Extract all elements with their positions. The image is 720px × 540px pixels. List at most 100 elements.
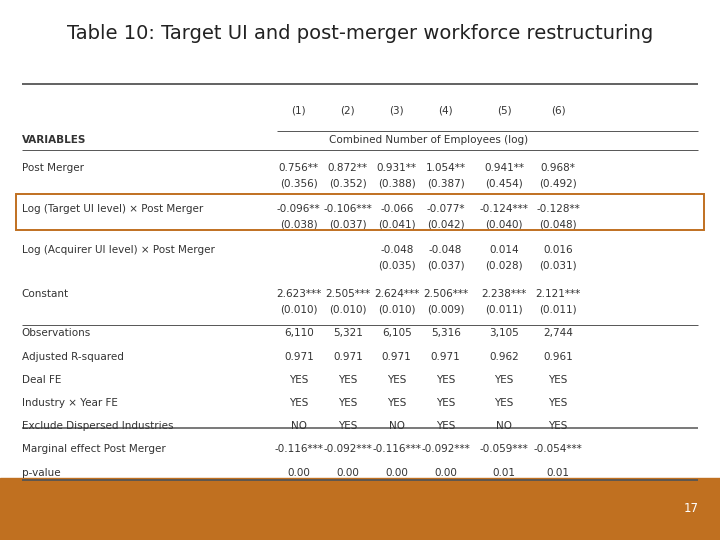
Text: YES: YES — [387, 398, 406, 408]
Text: (0.387): (0.387) — [427, 178, 464, 188]
Text: YES: YES — [495, 398, 513, 408]
Text: (0.010): (0.010) — [280, 305, 318, 315]
Text: YES: YES — [436, 421, 455, 431]
Text: -0.128**: -0.128** — [536, 204, 580, 214]
Text: (2): (2) — [341, 105, 355, 116]
Text: YES: YES — [495, 375, 513, 385]
Text: (5): (5) — [497, 105, 511, 116]
Text: -0.077*: -0.077* — [426, 204, 465, 214]
Text: 0.971: 0.971 — [431, 352, 461, 362]
Text: (0.040): (0.040) — [485, 219, 523, 230]
Text: VARIABLES: VARIABLES — [22, 135, 86, 145]
Text: Constant: Constant — [22, 289, 68, 300]
Text: (1): (1) — [292, 105, 306, 116]
Text: Log (Target UI level) × Post Merger: Log (Target UI level) × Post Merger — [22, 204, 203, 214]
Text: 6,110: 6,110 — [284, 328, 314, 339]
Text: YES: YES — [338, 375, 357, 385]
Text: Industry × Year FE: Industry × Year FE — [22, 398, 117, 408]
Text: 0.971: 0.971 — [382, 352, 412, 362]
Text: (0.352): (0.352) — [329, 178, 366, 188]
Text: -0.048: -0.048 — [429, 245, 462, 255]
Text: Marginal effect Post Merger: Marginal effect Post Merger — [22, 444, 166, 455]
Text: 2.506***: 2.506*** — [423, 289, 468, 300]
Text: (6): (6) — [551, 105, 565, 116]
Text: YES: YES — [549, 375, 567, 385]
Text: YES: YES — [549, 398, 567, 408]
Text: NO: NO — [291, 421, 307, 431]
Text: 0.00: 0.00 — [385, 468, 408, 478]
Text: YES: YES — [387, 375, 406, 385]
Text: (0.037): (0.037) — [329, 219, 366, 230]
Text: (0.041): (0.041) — [378, 219, 415, 230]
Bar — [0, 478, 720, 540]
Text: (0.042): (0.042) — [427, 219, 464, 230]
Text: 5,316: 5,316 — [431, 328, 461, 339]
Text: 0.00: 0.00 — [434, 468, 457, 478]
Text: YES: YES — [289, 375, 308, 385]
Text: (0.031): (0.031) — [539, 260, 577, 271]
Text: YES: YES — [436, 398, 455, 408]
Text: 2.624***: 2.624*** — [374, 289, 419, 300]
Text: YES: YES — [338, 421, 357, 431]
Text: -0.092***: -0.092*** — [323, 444, 372, 455]
Text: (0.038): (0.038) — [280, 219, 318, 230]
Text: 0.961: 0.961 — [543, 352, 573, 362]
Text: 0.00: 0.00 — [287, 468, 310, 478]
Text: NO: NO — [496, 421, 512, 431]
Text: (0.454): (0.454) — [485, 178, 523, 188]
Text: Post Merger: Post Merger — [22, 163, 84, 173]
Text: 2.121***: 2.121*** — [536, 289, 580, 300]
Text: Table 10: Target UI and post-merger workforce restructuring: Table 10: Target UI and post-merger work… — [67, 24, 653, 43]
Text: 0.931**: 0.931** — [377, 163, 417, 173]
Text: 2.238***: 2.238*** — [482, 289, 526, 300]
Text: (0.037): (0.037) — [427, 260, 464, 271]
Text: (0.388): (0.388) — [378, 178, 415, 188]
Text: 3,105: 3,105 — [489, 328, 519, 339]
Text: Adjusted R-squared: Adjusted R-squared — [22, 352, 123, 362]
Text: 0.014: 0.014 — [489, 245, 519, 255]
Text: (0.356): (0.356) — [280, 178, 318, 188]
Text: 2.505***: 2.505*** — [325, 289, 370, 300]
Text: 0.00: 0.00 — [336, 468, 359, 478]
Text: 1.054**: 1.054** — [426, 163, 466, 173]
Text: YES: YES — [549, 421, 567, 431]
Text: 0.872**: 0.872** — [328, 163, 368, 173]
Text: (0.028): (0.028) — [485, 260, 523, 271]
Text: (4): (4) — [438, 105, 453, 116]
Text: 0.962: 0.962 — [489, 352, 519, 362]
Text: 2.623***: 2.623*** — [276, 289, 321, 300]
Text: 2,744: 2,744 — [543, 328, 573, 339]
Text: (0.010): (0.010) — [329, 305, 366, 315]
Text: 0.01: 0.01 — [546, 468, 570, 478]
Text: -0.054***: -0.054*** — [534, 444, 582, 455]
Text: 6,105: 6,105 — [382, 328, 412, 339]
Text: -0.116***: -0.116*** — [372, 444, 421, 455]
Text: (3): (3) — [390, 105, 404, 116]
Text: YES: YES — [338, 398, 357, 408]
Text: 0.971: 0.971 — [284, 352, 314, 362]
Text: 0.971: 0.971 — [333, 352, 363, 362]
Text: 17: 17 — [683, 502, 698, 516]
Text: 0.01: 0.01 — [492, 468, 516, 478]
Text: Observations: Observations — [22, 328, 91, 339]
Text: -0.106***: -0.106*** — [323, 204, 372, 214]
Text: Deal FE: Deal FE — [22, 375, 61, 385]
Text: 0.968*: 0.968* — [541, 163, 575, 173]
Text: (0.011): (0.011) — [539, 305, 577, 315]
Text: -0.059***: -0.059*** — [480, 444, 528, 455]
Text: Exclude Dispersed Industries: Exclude Dispersed Industries — [22, 421, 173, 431]
Text: (0.011): (0.011) — [485, 305, 523, 315]
Text: Log (Acquirer UI level) × Post Merger: Log (Acquirer UI level) × Post Merger — [22, 245, 215, 255]
Text: 0.756**: 0.756** — [279, 163, 319, 173]
Text: (0.010): (0.010) — [378, 305, 415, 315]
Text: -0.092***: -0.092*** — [421, 444, 470, 455]
Text: 0.016: 0.016 — [543, 245, 573, 255]
Text: -0.066: -0.066 — [380, 204, 413, 214]
Text: -0.048: -0.048 — [380, 245, 413, 255]
Text: (0.009): (0.009) — [427, 305, 464, 315]
Text: (0.048): (0.048) — [539, 219, 577, 230]
Text: 0.941**: 0.941** — [484, 163, 524, 173]
Text: YES: YES — [289, 398, 308, 408]
Text: (0.035): (0.035) — [378, 260, 415, 271]
Text: 5,321: 5,321 — [333, 328, 363, 339]
